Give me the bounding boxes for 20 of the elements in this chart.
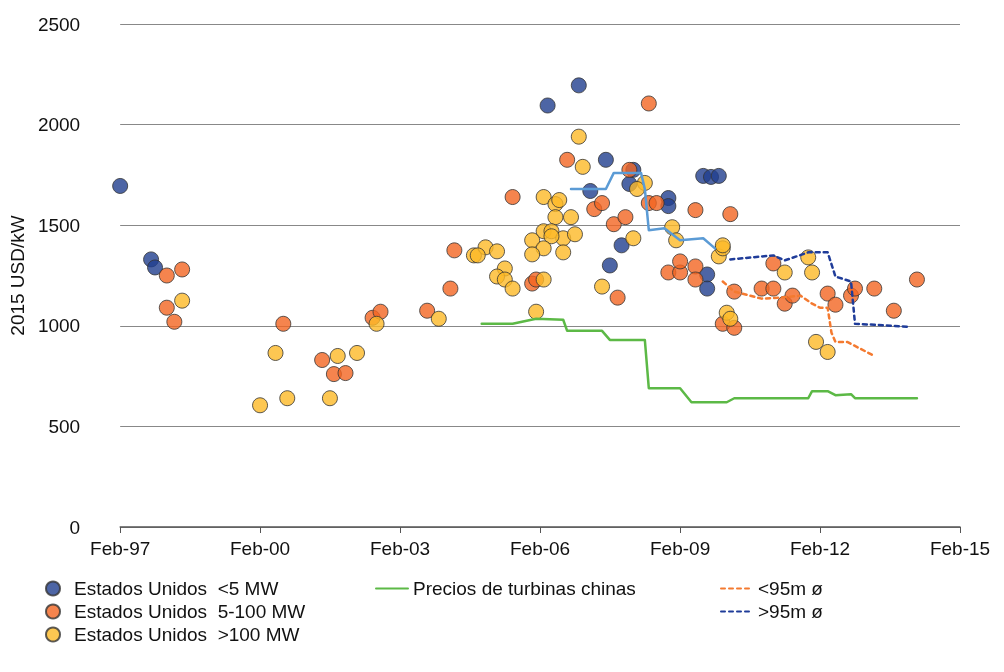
- x-tick-label: Feb-06: [509, 538, 571, 559]
- x-tick-label: Feb-12: [789, 538, 851, 559]
- y-tick-label: 500: [48, 415, 81, 437]
- x-tick-label: Feb-03: [369, 538, 431, 559]
- legend-label: Estados Unidos 5-100 MW: [74, 601, 306, 622]
- x-tick-label: Feb-09: [650, 538, 711, 559]
- legend-label: Estados Unidos >100 MW: [74, 624, 300, 645]
- x-tick-label: Feb-15: [929, 538, 991, 559]
- y-tick-label: 2500: [37, 13, 81, 35]
- x-tick-label: Feb-00: [229, 538, 291, 559]
- legend-label: >95m ø: [758, 601, 824, 622]
- y-tick-label: 2000: [37, 114, 81, 136]
- y-tick-label: 1500: [37, 214, 81, 236]
- y-tick-label: 0: [69, 516, 81, 538]
- x-tick-label: Feb-97: [90, 538, 151, 559]
- y-axis-title: 2015 USD/kW: [7, 215, 28, 336]
- y-tick-label: 1000: [37, 315, 81, 337]
- legend-label: Estados Unidos <5 MW: [74, 578, 279, 599]
- legend-label: <95m ø: [758, 578, 824, 599]
- legend-label: Precios de turbinas chinas: [413, 578, 636, 599]
